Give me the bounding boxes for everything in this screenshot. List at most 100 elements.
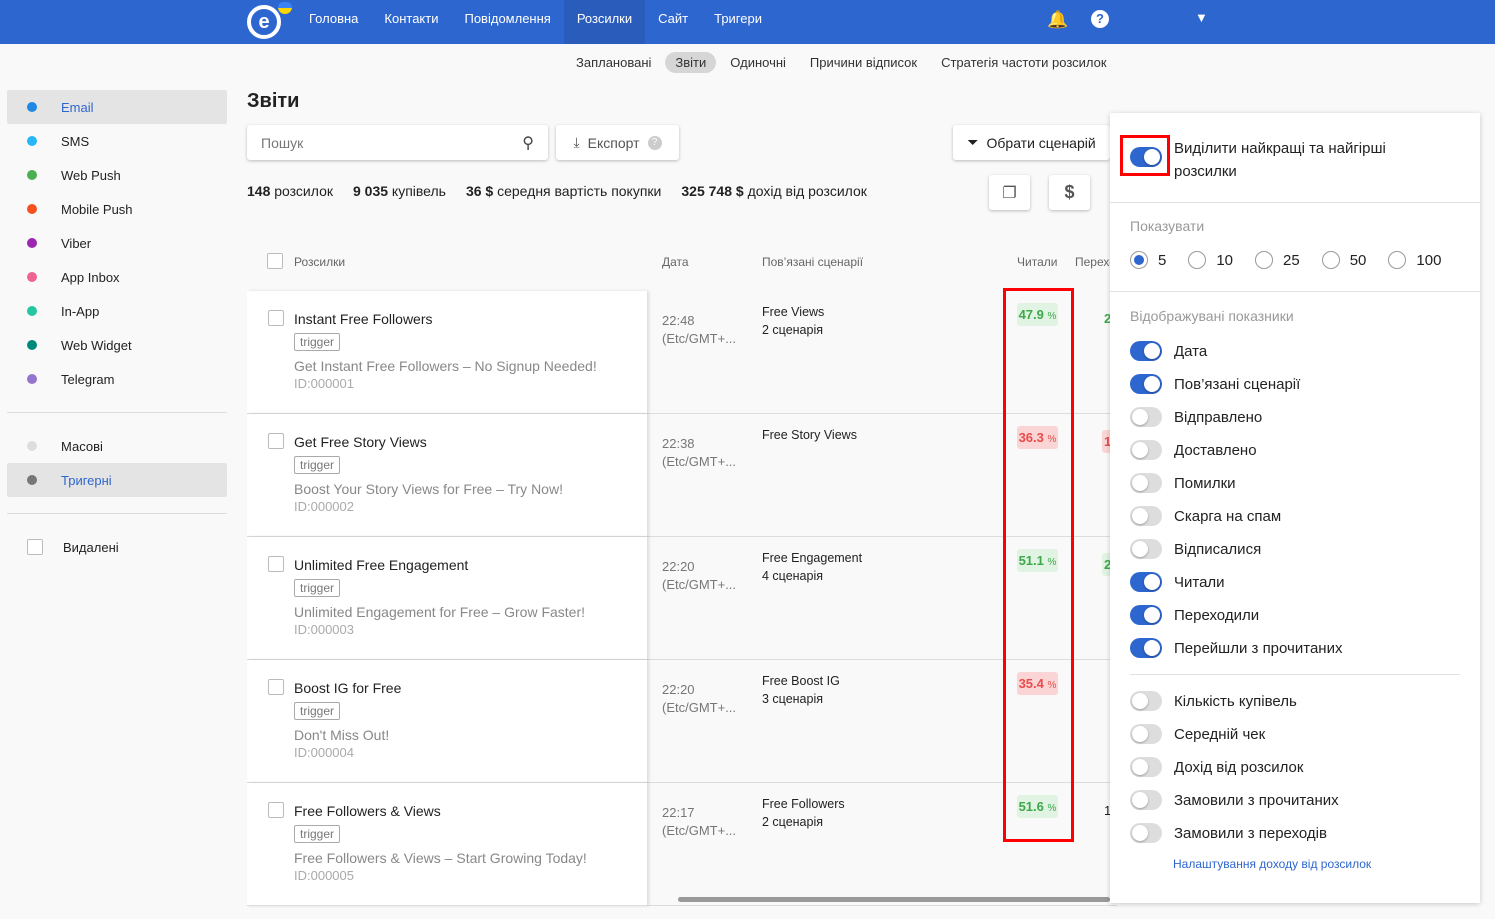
scenarios-cell[interactable]: Free Story Views: [762, 428, 857, 442]
highlight-toggle[interactable]: [1130, 147, 1162, 167]
metric-toggle-row[interactable]: Перейшли з прочитаних: [1130, 638, 1342, 658]
metric-toggle-row[interactable]: Пов’язані сценарії: [1130, 374, 1300, 394]
copy-button[interactable]: ❐: [989, 175, 1030, 210]
revenue-settings-link[interactable]: Налаштування доходу від розсилок: [1173, 857, 1372, 871]
metric-toggle[interactable]: [1130, 341, 1162, 361]
nav-item[interactable]: Тригери: [714, 11, 762, 26]
subnav-tab[interactable]: Стратегія частоти розсилок: [941, 55, 1107, 70]
metric-toggle[interactable]: [1130, 823, 1162, 843]
table-row[interactable]: Get Free Story Views trigger Boost Your …: [247, 414, 1117, 537]
metric-toggle-row[interactable]: Дохід від розсилок: [1130, 757, 1303, 777]
mailing-name[interactable]: Get Free Story Views: [294, 434, 427, 450]
table-row[interactable]: Instant Free Followers trigger Get Insta…: [247, 291, 1117, 414]
sidebar-item[interactable]: SMS: [7, 124, 227, 158]
metric-toggle[interactable]: [1130, 790, 1162, 810]
metric-toggle[interactable]: [1130, 757, 1162, 777]
sidebar-item[interactable]: Mobile Push: [7, 192, 227, 226]
logo[interactable]: e: [247, 5, 281, 39]
sidebar-item[interactable]: Telegram: [7, 362, 227, 396]
mailing-name[interactable]: Boost IG for Free: [294, 680, 402, 696]
metric-toggle-row[interactable]: Скарга на спам: [1130, 506, 1281, 526]
metric-toggle-row[interactable]: Переходили: [1130, 605, 1259, 625]
row-checkbox[interactable]: [268, 556, 284, 572]
metric-toggle-row[interactable]: Замовили з переходів: [1130, 823, 1327, 843]
metric-toggle[interactable]: [1130, 539, 1162, 559]
metric-toggle[interactable]: [1130, 691, 1162, 711]
metric-toggle-row[interactable]: Відправлено: [1130, 407, 1262, 427]
radio[interactable]: [1321, 251, 1340, 269]
sidebar-item[interactable]: Тригерні: [7, 463, 227, 497]
metric-toggle-row[interactable]: Замовили з прочитаних: [1130, 790, 1339, 810]
table-row[interactable]: Unlimited Free Engagement trigger Unlimi…: [247, 537, 1117, 660]
metric-toggle[interactable]: [1130, 407, 1162, 427]
search-input[interactable]: Пошук ⚲: [247, 125, 548, 160]
metric-toggle-row[interactable]: Середній чек: [1130, 724, 1265, 744]
metric-toggle-row[interactable]: Дата: [1130, 341, 1207, 361]
help-icon[interactable]: ?: [647, 135, 662, 150]
sidebar-item[interactable]: In-App: [7, 294, 227, 328]
horizontal-scrollbar[interactable]: [678, 897, 1110, 902]
metric-toggle[interactable]: [1130, 473, 1162, 493]
col-header-scenarios[interactable]: Пов’язані сценарії: [762, 255, 864, 269]
scenarios-cell[interactable]: Free Boost IG 3 сценарія: [762, 674, 840, 706]
metric-toggle[interactable]: [1130, 374, 1162, 394]
subnav-tab[interactable]: Одиночні: [730, 55, 786, 70]
search-icon[interactable]: ⚲: [522, 134, 534, 152]
sidebar-item[interactable]: Web Push: [7, 158, 227, 192]
sidebar-item-deleted[interactable]: Видалені: [7, 530, 227, 564]
metric-toggle-row[interactable]: Помилки: [1130, 473, 1236, 493]
col-header-mailings[interactable]: Розсилки: [294, 255, 346, 269]
select-scenario-button[interactable]: ⏷ Обрати сценарій: [953, 125, 1110, 160]
page-size-option[interactable]: 100: [1388, 251, 1453, 269]
nav-item[interactable]: Розсилки: [563, 0, 646, 44]
row-checkbox[interactable]: [268, 679, 284, 695]
highlight-toggle-row[interactable]: Виділити найкращі та найгірші розсилки: [1130, 137, 1434, 183]
col-header-clicked[interactable]: Перехо: [1075, 255, 1110, 269]
revenue-button[interactable]: $: [1049, 175, 1090, 210]
metric-toggle-row[interactable]: Кількість купівель: [1130, 691, 1297, 711]
export-button[interactable]: ⤓ Експорт?: [556, 125, 679, 160]
page-size-option[interactable]: 5: [1130, 251, 1178, 269]
subnav-tab[interactable]: Звіти: [665, 52, 717, 73]
metric-toggle[interactable]: [1130, 440, 1162, 460]
mailing-name[interactable]: Free Followers & Views: [294, 803, 441, 819]
row-checkbox[interactable]: [268, 310, 284, 326]
scenarios-cell[interactable]: Free Followers 2 сценарія: [762, 797, 845, 829]
sidebar-item[interactable]: App Inbox: [7, 260, 227, 294]
metric-toggle[interactable]: [1130, 638, 1162, 658]
sidebar-item[interactable]: Масові: [7, 429, 227, 463]
metric-toggle-row[interactable]: Відписалися: [1130, 539, 1261, 559]
subnav-tab[interactable]: Заплановані: [576, 55, 652, 70]
subnav-tab[interactable]: Причини відписок: [809, 55, 918, 70]
page-size-option[interactable]: 25: [1255, 251, 1312, 269]
page-size-option[interactable]: 10: [1188, 251, 1245, 269]
col-header-read[interactable]: Читали: [1017, 255, 1058, 269]
checkbox[interactable]: [27, 539, 43, 555]
radio[interactable]: [1188, 251, 1207, 269]
metric-toggle-row[interactable]: Читали: [1130, 572, 1225, 592]
page-size-option[interactable]: 50: [1321, 251, 1379, 269]
nav-item[interactable]: Сайт: [658, 11, 689, 26]
metric-toggle[interactable]: [1130, 506, 1162, 526]
select-all-checkbox[interactable]: [267, 253, 283, 272]
radio[interactable]: [1388, 251, 1407, 269]
mailing-name[interactable]: Instant Free Followers: [294, 311, 433, 327]
scenarios-cell[interactable]: Free Views 2 сценарія: [762, 305, 825, 337]
sidebar-item[interactable]: Viber: [7, 226, 227, 260]
mailing-name[interactable]: Unlimited Free Engagement: [294, 557, 469, 573]
nav-item[interactable]: Контакти: [384, 11, 439, 26]
row-checkbox[interactable]: [268, 802, 284, 818]
nav-item[interactable]: Головна: [309, 11, 359, 26]
table-row[interactable]: Boost IG for Free trigger Don't Miss Out…: [247, 660, 1117, 783]
metric-toggle-row[interactable]: Доставлено: [1130, 440, 1257, 460]
row-checkbox[interactable]: [268, 433, 284, 449]
sidebar-item[interactable]: Email: [7, 90, 227, 124]
chevron-down-icon[interactable]: ▼: [1195, 10, 1208, 25]
nav-item[interactable]: Повідомлення: [464, 11, 551, 26]
table-row[interactable]: Free Followers & Views trigger Free Foll…: [247, 783, 1117, 906]
bell-icon[interactable]: 🔔: [1047, 10, 1069, 29]
sidebar-item[interactable]: Web Widget: [7, 328, 227, 362]
radio[interactable]: [1130, 251, 1148, 269]
metric-toggle[interactable]: [1130, 724, 1162, 744]
col-header-date[interactable]: Дата: [662, 255, 689, 269]
